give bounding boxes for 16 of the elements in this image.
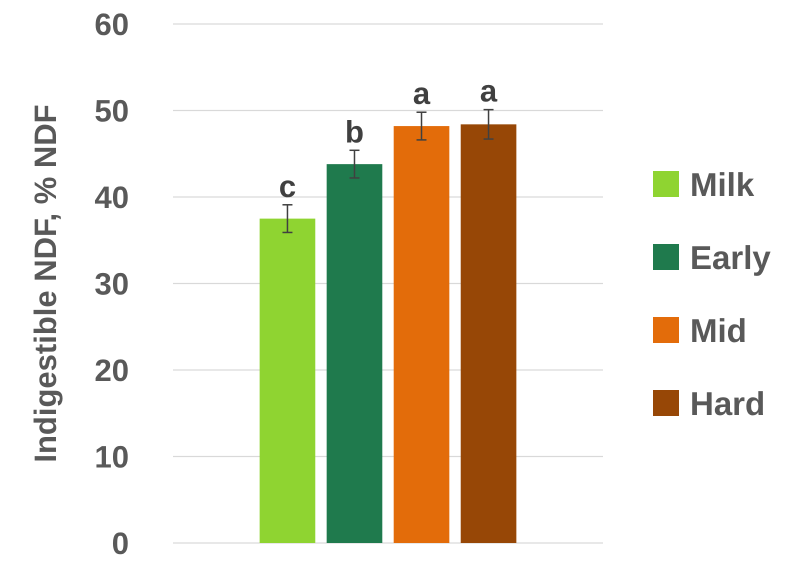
legend-label: Mid xyxy=(690,312,747,349)
y-axis-title: Indigestible NDF, % NDF xyxy=(28,104,63,463)
legend-label: Hard xyxy=(690,384,766,422)
y-tick-label: 0 xyxy=(112,526,129,561)
y-tick-label: 30 xyxy=(94,266,129,302)
annotation: a xyxy=(412,76,431,112)
y-tick-label: 60 xyxy=(94,6,129,42)
y-tick-label: 40 xyxy=(94,180,129,215)
annotation: a xyxy=(480,74,498,109)
y-tick-label: 50 xyxy=(94,93,129,128)
legend-label: Early xyxy=(690,238,772,276)
legend-label: Milk xyxy=(690,166,755,203)
annotation: c xyxy=(278,168,296,204)
y-tick-label: 10 xyxy=(94,439,129,474)
y-tick-label: 20 xyxy=(94,352,129,388)
annotation: b xyxy=(345,114,364,150)
